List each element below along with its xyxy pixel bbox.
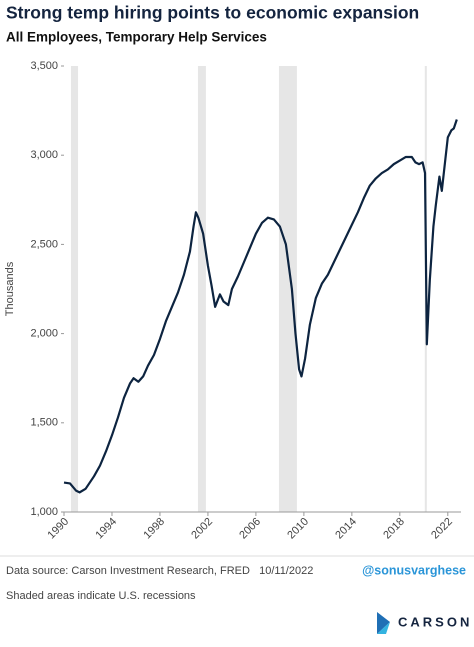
x-tick-label: 2010 <box>285 516 311 542</box>
chart-title: Strong temp hiring points to economic ex… <box>6 3 419 23</box>
y-tick-label: 3,000 <box>30 149 58 161</box>
note: Shaded areas indicate U.S. recessions <box>6 590 196 602</box>
y-tick-label: 3,500 <box>30 60 58 72</box>
logo-icon <box>377 622 390 634</box>
recession-band <box>197 66 206 512</box>
x-tick-label: 1994 <box>93 516 119 542</box>
x-tick-label: 2002 <box>189 516 215 542</box>
y-tick-label: 2,000 <box>30 328 58 340</box>
y-tick-label: 1,000 <box>30 506 58 518</box>
x-tick-label: 1990 <box>45 516 71 542</box>
recession-band <box>278 66 297 512</box>
y-axis-label: Thousands <box>4 261 16 316</box>
x-tick-label: 2022 <box>429 516 455 542</box>
recession-band <box>70 66 79 512</box>
x-tick-label: 2014 <box>333 516 359 542</box>
chart-subtitle: All Employees, Temporary Help Services <box>6 30 267 45</box>
x-tick-label: 2018 <box>381 516 407 542</box>
x-tick-label: 2006 <box>237 516 263 542</box>
y-tick-label: 1,500 <box>30 417 58 429</box>
y-tick-label: 2,500 <box>30 238 58 250</box>
data-line <box>63 119 458 494</box>
handle: @sonusvarghese <box>362 563 466 577</box>
logo: CARSON <box>377 612 472 634</box>
source: Data source: Carson Investment Research,… <box>6 565 313 577</box>
logo-icon <box>377 612 390 634</box>
x-tick-label: 1998 <box>141 516 167 542</box>
logo-text: CARSON <box>398 614 472 629</box>
